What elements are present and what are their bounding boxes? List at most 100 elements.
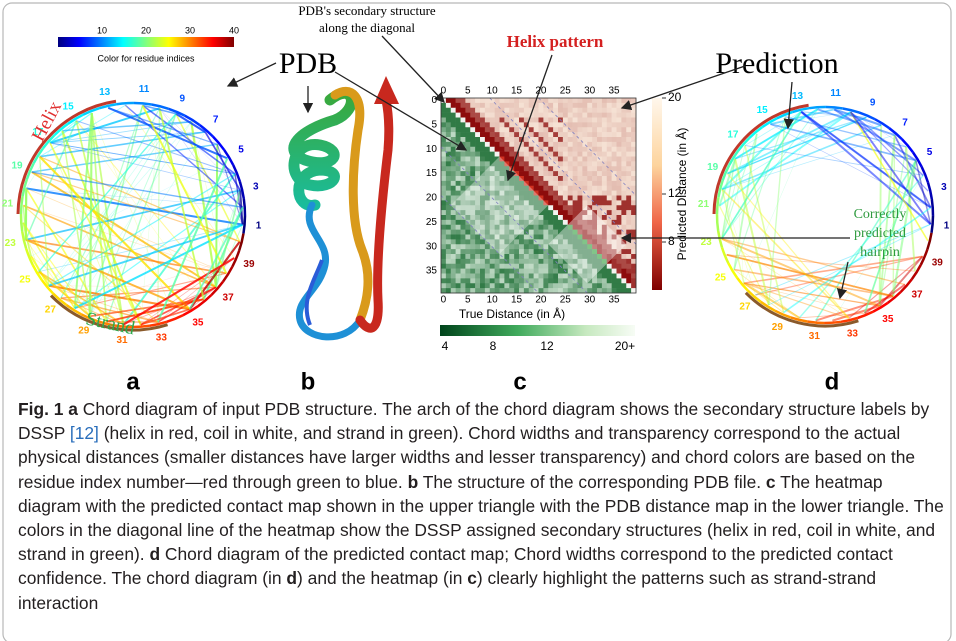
citation[interactable]: [12] xyxy=(69,423,99,444)
chord xyxy=(49,142,236,175)
heatmap-cell xyxy=(597,141,603,148)
heatmap-cell xyxy=(562,278,569,284)
heatmap-cell xyxy=(504,190,510,196)
heatmap-cell xyxy=(567,244,573,250)
heatmap-cell xyxy=(548,137,554,143)
heatmap-cell xyxy=(489,219,495,226)
heatmap-cell xyxy=(494,219,500,226)
heatmap-cell xyxy=(592,258,598,265)
heatmap-cell xyxy=(504,283,510,289)
heatmap-cell xyxy=(587,176,593,182)
heatmap-cell xyxy=(592,117,598,123)
heatmap-cell xyxy=(499,107,505,113)
heatmap-cell xyxy=(577,263,583,269)
heatmap-cell xyxy=(567,205,573,211)
heatmap-cell xyxy=(567,137,573,143)
residue-label: 29 xyxy=(772,322,784,333)
heatmap-cell xyxy=(558,273,564,279)
heatmap-cell xyxy=(631,268,637,274)
heatmap-cell xyxy=(621,156,627,162)
heatmap-cell xyxy=(465,161,471,167)
heatmap-cell xyxy=(587,112,593,118)
heatmap-cell xyxy=(445,127,452,133)
heatmap-cell xyxy=(519,107,525,113)
heatmap-cell xyxy=(606,288,612,294)
heatmap-cell xyxy=(509,288,515,294)
heatmap-cell xyxy=(621,146,627,152)
heatmap-cell xyxy=(499,283,505,289)
heatmap-cell xyxy=(480,249,486,255)
residue-label: 19 xyxy=(707,162,719,173)
heatmap-cell xyxy=(445,215,452,221)
heatmap-cell xyxy=(611,278,617,284)
heatmap-cell xyxy=(499,156,505,162)
heatmap-cell xyxy=(519,195,525,201)
heatmap-cell xyxy=(597,224,603,230)
heatmap-cell xyxy=(621,268,627,274)
heatmap-cell xyxy=(611,156,617,162)
residue-label: 35 xyxy=(882,314,894,325)
chord xyxy=(49,131,206,144)
heatmap-cell xyxy=(514,98,520,104)
heatmap-cell xyxy=(475,219,481,226)
heatmap-cell xyxy=(543,200,549,206)
heatmap-cell xyxy=(582,200,588,206)
heatmap-cell xyxy=(616,161,622,167)
heatmap-cell xyxy=(592,288,598,294)
heatmap-cell xyxy=(553,195,559,201)
heatmap-cell xyxy=(494,288,500,294)
heatmap-cell xyxy=(504,278,510,284)
heatmap-cell xyxy=(582,229,588,235)
heatmap-cell xyxy=(611,234,617,240)
heatmap-cell xyxy=(538,239,544,245)
heatmap-cell xyxy=(562,219,569,226)
heatmap-cell xyxy=(597,180,603,187)
heatmap-cell xyxy=(445,273,452,279)
heatmap-cell xyxy=(626,156,632,162)
heatmap-cell xyxy=(504,258,510,265)
heatmap-cell xyxy=(455,176,461,182)
heatmap-cell xyxy=(528,205,534,211)
heatmap-cell xyxy=(519,190,525,196)
heatmap-cell xyxy=(582,141,588,148)
heatmap-cell xyxy=(587,205,593,211)
heatmap-cell xyxy=(558,283,564,289)
chord xyxy=(718,111,852,207)
heatmap-cell xyxy=(582,176,588,182)
heatmap-cell xyxy=(465,239,471,245)
heatmap-cell xyxy=(582,132,588,138)
chord xyxy=(49,142,124,325)
heatmap-cell xyxy=(597,132,603,138)
heatmap-cell xyxy=(543,234,549,240)
heatmap-cell xyxy=(558,98,564,104)
heatmap-cell xyxy=(592,244,598,250)
heatmap-cell xyxy=(489,268,495,274)
heatmap-cell xyxy=(621,141,627,148)
heatmap-cell xyxy=(587,98,593,104)
heatmap-cell xyxy=(484,112,491,118)
residue-colorbar xyxy=(58,37,234,47)
heatmap-cell xyxy=(601,137,608,143)
chord xyxy=(39,156,240,243)
heatmap-cell xyxy=(611,141,617,148)
heatmap-cell xyxy=(470,166,476,172)
heatmap-cell xyxy=(558,132,564,138)
chord xyxy=(721,189,756,296)
heatmap-cell xyxy=(523,258,530,265)
heatmap-cell xyxy=(450,156,456,162)
heatmap-cell xyxy=(533,278,539,284)
chord xyxy=(22,222,91,317)
heatmap-cell xyxy=(519,185,525,191)
colorbar-tick-label: 40 xyxy=(229,25,239,35)
heatmap-cell xyxy=(548,229,554,235)
heatmap-cell xyxy=(562,263,569,269)
chord xyxy=(107,106,228,160)
heatmap-cell xyxy=(562,171,569,177)
heatmap-cell xyxy=(548,112,554,118)
heatmap-cell xyxy=(528,244,534,250)
heatmap-cell xyxy=(562,288,569,294)
heatmap-cell xyxy=(572,254,578,260)
heatmap-cell xyxy=(621,112,627,118)
heatmap-cell xyxy=(567,112,573,118)
chord xyxy=(122,173,236,326)
